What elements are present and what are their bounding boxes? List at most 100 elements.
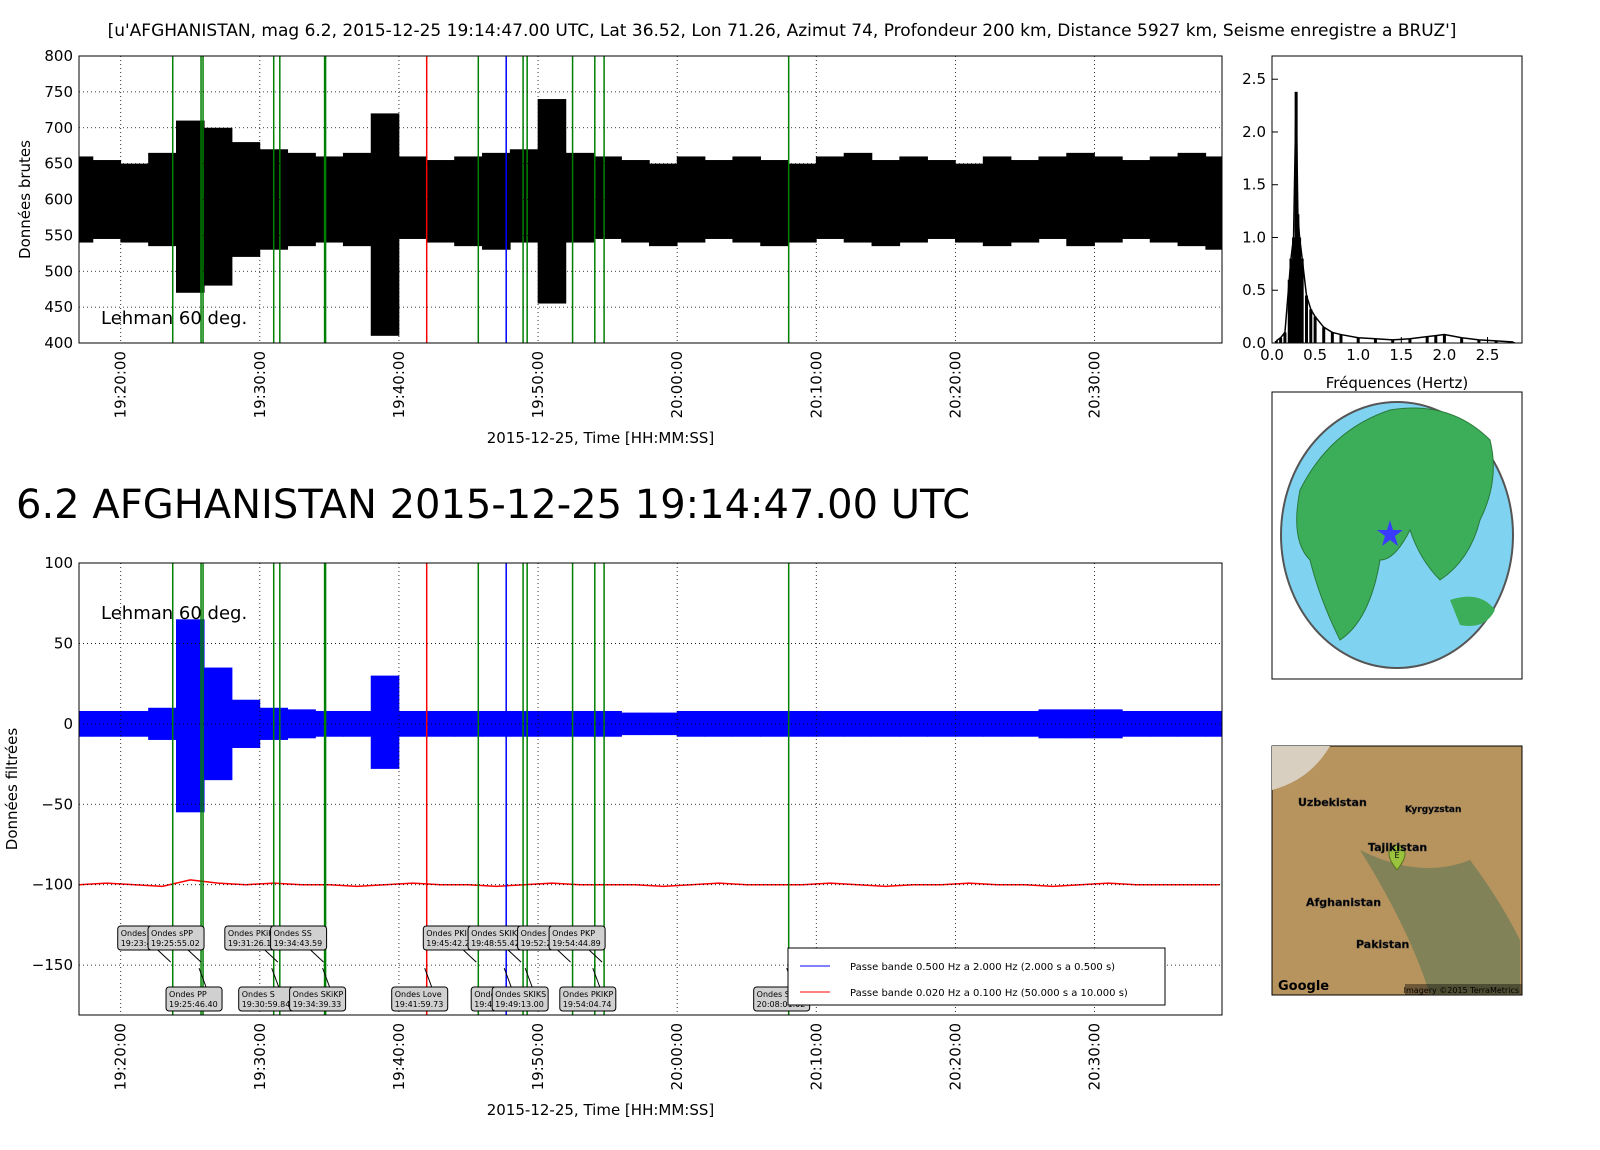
signal-band xyxy=(537,99,567,304)
annotation-time: 19:25:46.40 xyxy=(169,1000,218,1009)
annotation-name: Ondes SKIKS xyxy=(495,990,546,999)
annotation-name: Ondes PKiKP xyxy=(228,929,279,938)
signal-band xyxy=(175,120,205,293)
signal-band xyxy=(1121,160,1151,239)
x-tick-label: 1.0 xyxy=(1346,346,1370,364)
map-logo: Google xyxy=(1278,979,1329,994)
signal-band xyxy=(79,156,94,243)
map-relief xyxy=(1272,746,1330,790)
y-tick-label: 550 xyxy=(44,226,73,244)
annotation-arrow xyxy=(187,949,202,963)
signal-band xyxy=(426,710,455,737)
signal-band xyxy=(788,710,817,737)
signal-band xyxy=(1205,710,1222,737)
lehman-annotation: Lehman 60 deg. xyxy=(101,308,247,329)
y-tick-label: 0 xyxy=(63,715,73,733)
map-label: Tajikistan xyxy=(1368,841,1427,854)
y-tick-label: −50 xyxy=(41,795,73,813)
annotation-name: Ondes PKIKP xyxy=(563,990,614,999)
signal-band xyxy=(843,152,873,243)
globe-land xyxy=(1450,596,1495,626)
annotation-name: Ondes PKP xyxy=(552,929,595,938)
x-tick-label: 2.5 xyxy=(1476,346,1500,364)
axes-frame xyxy=(78,55,1223,344)
epicenter-star xyxy=(1377,520,1403,546)
signal-band xyxy=(1094,156,1123,243)
legend-label: Passe bande 0.500 Hz a 2.000 Hz (2.000 s… xyxy=(850,962,1115,973)
y-tick-label: 800 xyxy=(44,47,73,65)
annotation-box xyxy=(289,986,347,1012)
signal-band xyxy=(120,710,149,737)
annotation-name: Ondes SS xyxy=(274,929,312,938)
y-tick-label: 0.5 xyxy=(1242,281,1266,299)
annotation-time: 19:54:44.89 xyxy=(552,939,601,948)
y-axis-label: Données filtrées xyxy=(3,728,21,851)
y-tick-label: −100 xyxy=(32,876,73,894)
y-tick-label: 600 xyxy=(44,191,73,209)
signal-band xyxy=(1149,710,1179,737)
annotation-name: Ondes Love xyxy=(395,990,442,999)
signal-band xyxy=(1094,709,1123,739)
globe-panel xyxy=(1271,391,1523,680)
annotation-box xyxy=(491,986,549,1012)
signal-band xyxy=(426,160,455,243)
lehman-annotation: Lehman 60 deg. xyxy=(101,603,247,624)
spectrum-line xyxy=(1275,91,1514,343)
x-tick-label: 0.0 xyxy=(1260,346,1284,364)
annotation-time: 19:23:44.26 xyxy=(121,939,170,948)
annotation-time: 19:30:59.84 xyxy=(242,1000,291,1009)
x-tick-label: 20:10:00 xyxy=(807,351,825,418)
annotation-time: 19:54:04.74 xyxy=(563,1000,612,1009)
signal-band xyxy=(843,710,873,737)
signal-band xyxy=(92,160,122,239)
y-tick-label: 1.0 xyxy=(1242,228,1266,246)
y-tick-label: 400 xyxy=(44,334,73,352)
annotation-arrow xyxy=(322,967,331,988)
annotation-time: 20:08:01.02 xyxy=(757,1000,806,1009)
y-tick-label: 100 xyxy=(44,554,73,572)
event-heading: 6.2 AFGHANISTAN 2015-12-25 19:14:47.00 U… xyxy=(16,482,970,528)
legend-frame xyxy=(787,947,1166,1006)
signal-band xyxy=(732,710,762,737)
x-tick-label: 19:50:00 xyxy=(529,1023,547,1090)
annotation-box xyxy=(270,925,328,951)
signal-band xyxy=(203,667,233,781)
annotation-time: 19:25:55.02 xyxy=(151,939,200,948)
annotation-arrow xyxy=(524,967,533,988)
signal-band xyxy=(648,163,678,247)
x-tick-label: 1.5 xyxy=(1389,346,1413,364)
signal-band xyxy=(1066,709,1095,739)
map-relief xyxy=(1360,850,1520,995)
y-tick-label: 650 xyxy=(44,155,73,173)
signal-band xyxy=(509,149,539,243)
annotation-arrow xyxy=(503,967,512,988)
annotation-arrow xyxy=(198,967,207,988)
axes-frame xyxy=(78,562,1223,1016)
map-label: Afghanistan xyxy=(1306,896,1381,909)
annotation-time: 19:34:43.59 xyxy=(274,939,323,948)
annotation-time: 19:49:13.00 xyxy=(495,1000,544,1009)
legend-label: Passe bande 0.020 Hz a 0.100 Hz (50.000 … xyxy=(850,988,1128,999)
x-tick-label: 19:30:00 xyxy=(251,351,269,418)
y-tick-label: 50 xyxy=(54,634,73,652)
y-tick-label: 2.5 xyxy=(1242,70,1266,88)
y-tick-label: 700 xyxy=(44,119,73,137)
signal-band xyxy=(593,156,622,239)
annotation-arrow xyxy=(592,967,601,988)
signal-band xyxy=(1010,160,1040,243)
signal-band xyxy=(815,156,845,239)
axes-frame xyxy=(1271,55,1523,344)
x-tick-label: 19:40:00 xyxy=(390,1023,408,1090)
plot-0: 400 450 500 550 600 650 700 750 800 19:20:00 19:30… xyxy=(16,47,1223,447)
map-marker-label: E xyxy=(1394,851,1399,860)
map-credit: Imagery ©2015 TerraMetrics xyxy=(1404,986,1519,995)
annotation-name: Ondes PKIKKIKP xyxy=(426,929,490,938)
signal-band xyxy=(1066,152,1095,247)
annotation-name: Ondes P xyxy=(121,929,154,938)
y-tick-label: 2.0 xyxy=(1242,123,1266,141)
x-tick-label: 19:50:00 xyxy=(529,351,547,418)
signal-band xyxy=(398,710,428,737)
signal-band xyxy=(1121,710,1151,737)
annotation-name: Ondes PP xyxy=(169,990,207,999)
annotation-box xyxy=(147,925,205,951)
